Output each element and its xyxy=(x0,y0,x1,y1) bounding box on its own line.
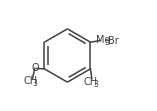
Text: Mg: Mg xyxy=(96,35,111,45)
Text: 3: 3 xyxy=(33,79,38,88)
Text: Br: Br xyxy=(108,36,119,46)
Text: CH: CH xyxy=(84,77,98,87)
Text: 3: 3 xyxy=(93,79,98,89)
Text: O: O xyxy=(31,63,39,73)
Text: CH: CH xyxy=(23,76,38,86)
